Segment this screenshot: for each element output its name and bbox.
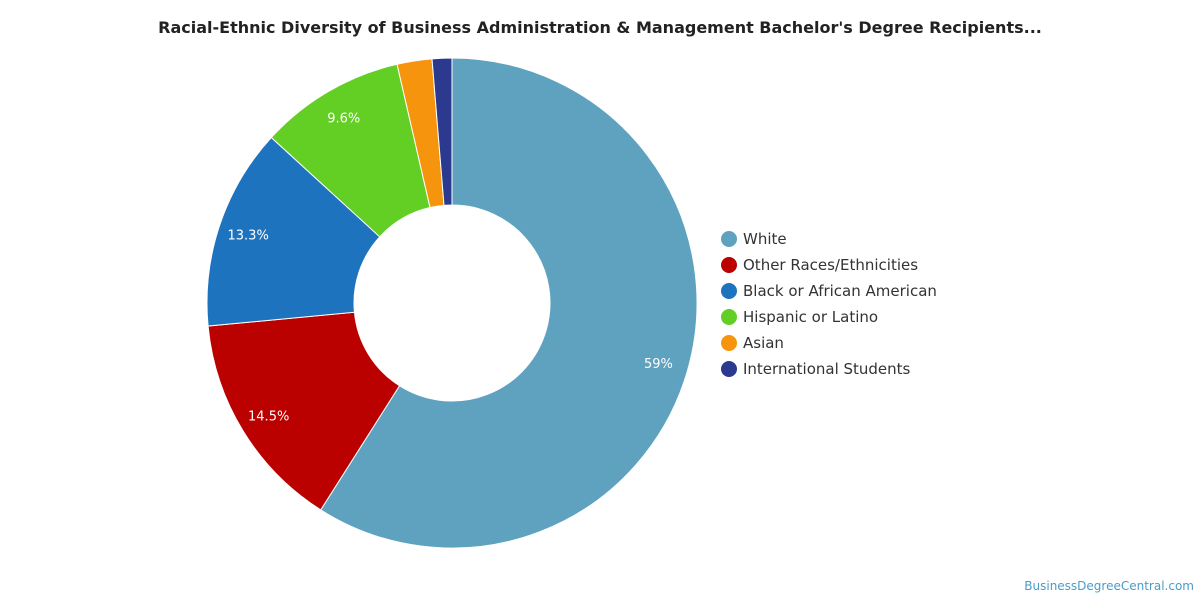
legend-label: White bbox=[743, 230, 787, 248]
legend-label: International Students bbox=[743, 360, 911, 378]
slice-white[interactable] bbox=[320, 57, 698, 549]
legend-swatch-icon bbox=[721, 257, 737, 273]
slice-label: 9.6% bbox=[327, 111, 360, 126]
legend-swatch-icon bbox=[721, 231, 737, 247]
legend-item[interactable]: International Students bbox=[721, 356, 937, 382]
slice-label: 13.3% bbox=[228, 229, 269, 244]
legend-label: Asian bbox=[743, 334, 784, 352]
legend-label: Hispanic or Latino bbox=[743, 308, 879, 326]
slice-international-students[interactable] bbox=[431, 57, 453, 206]
chart-legend: White Other Races/Ethnicities Black or Afr… bbox=[721, 226, 937, 382]
legend-label: Other Races/Ethnicities bbox=[743, 256, 919, 274]
source-credit[interactable]: BusinessDegreeCentral.com bbox=[1024, 579, 1194, 593]
slice-label: 59% bbox=[644, 357, 673, 372]
legend-item[interactable]: Hispanic or Latino bbox=[721, 304, 937, 330]
legend-item[interactable]: Other Races/Ethnicities bbox=[721, 252, 937, 278]
legend-swatch-icon bbox=[721, 283, 737, 299]
chart-title: Racial-Ethnic Diversity of Business Admi… bbox=[158, 18, 1042, 37]
legend-swatch-icon bbox=[721, 361, 737, 377]
slice-other-races-ethnicities[interactable] bbox=[207, 311, 401, 511]
legend-item[interactable]: Black or African American bbox=[721, 278, 937, 304]
legend-item[interactable]: White bbox=[721, 226, 937, 252]
legend-swatch-icon bbox=[721, 335, 737, 351]
slice-black-or-african-american[interactable] bbox=[206, 136, 381, 327]
legend-item[interactable]: Asian bbox=[721, 330, 937, 356]
legend-label: Black or African American bbox=[743, 282, 937, 300]
legend-swatch-icon bbox=[721, 309, 737, 325]
slice-label: 14.5% bbox=[248, 409, 289, 424]
